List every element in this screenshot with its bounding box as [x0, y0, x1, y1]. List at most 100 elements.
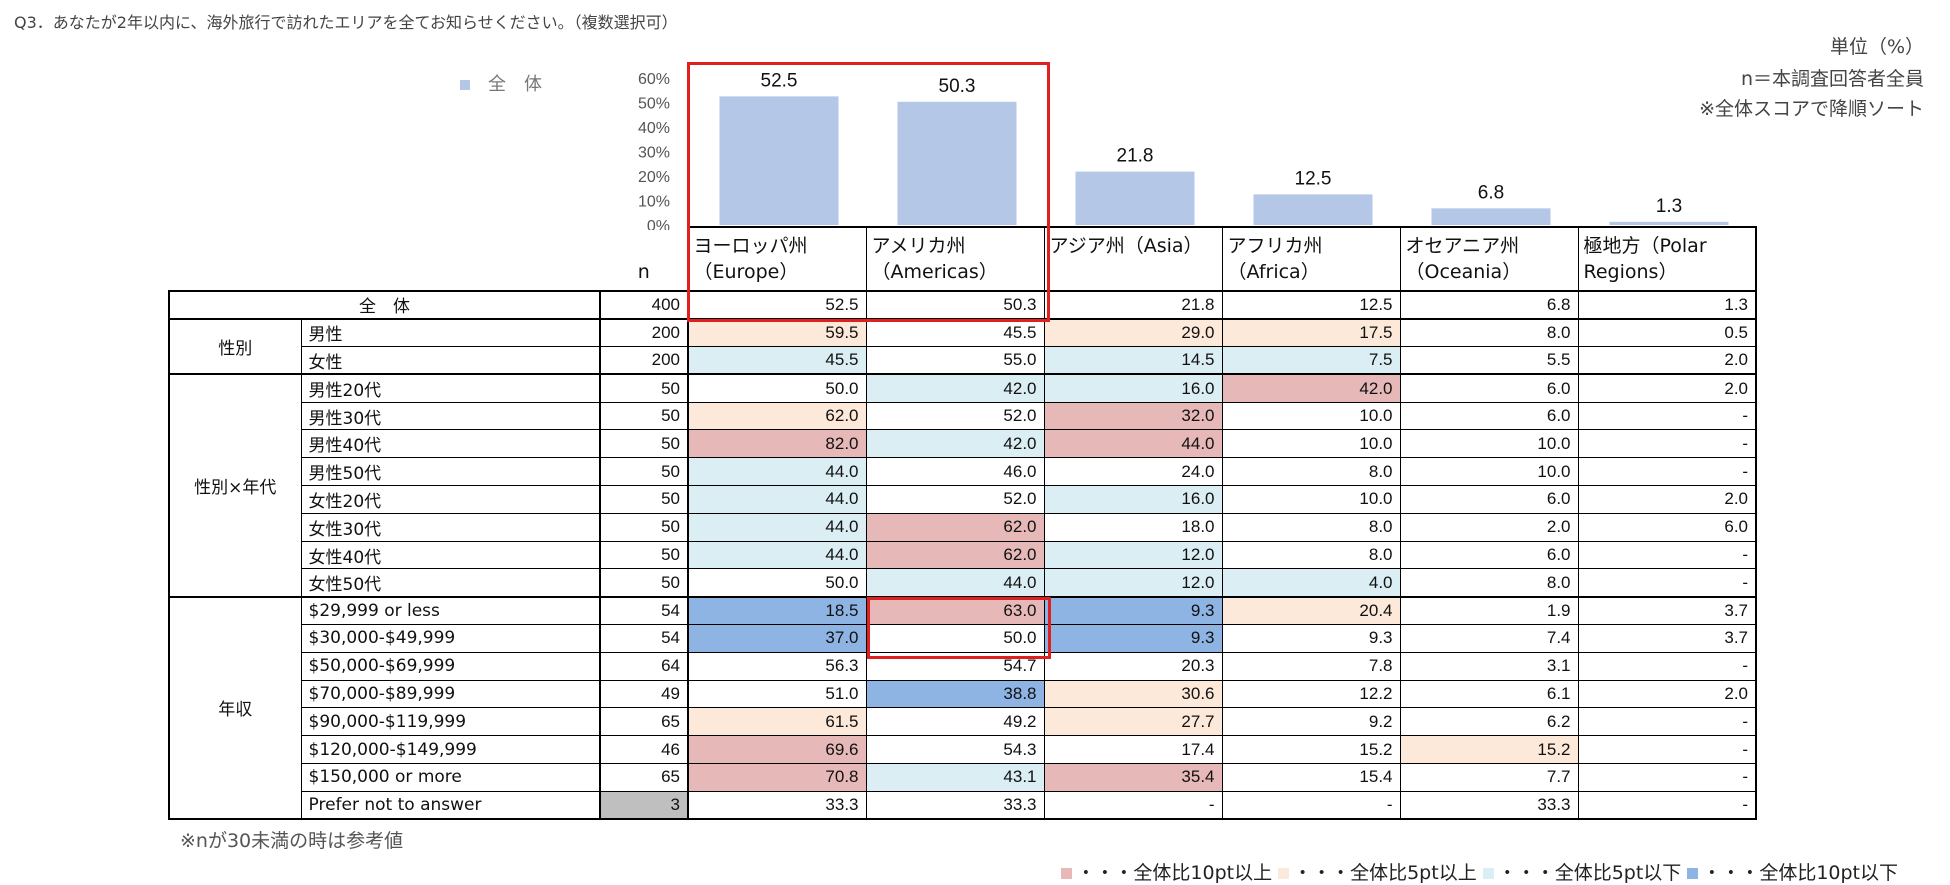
bar [1609, 221, 1729, 225]
column-header-line1: アジア州（Asia） [1049, 234, 1203, 257]
legend-item: ・・・全体比10pt以上 [1061, 862, 1272, 884]
crosstab-table: n ヨーロッパ州 （Europe） アメリカ州 （Americas） アジア州（Asia）… [168, 226, 1757, 821]
value-cell: 62.0 [687, 401, 867, 431]
n-cell: 64 [599, 651, 689, 681]
value-cell: 56.3 [687, 651, 867, 681]
bar-data-label: 52.5 [761, 70, 798, 91]
value-cell: 12.0 [1043, 540, 1223, 570]
value-cell: 5.5 [1399, 346, 1579, 375]
legend-series-label: 全 体 [488, 74, 542, 95]
n-cell: 50 [599, 568, 689, 598]
value-cell: - [1577, 763, 1757, 792]
value-cell: 35.4 [1043, 763, 1223, 792]
table-row: 男性30代 50 62.0 52.0 32.0 10.0 6.0- [169, 401, 1757, 431]
value-cell: 43.1 [865, 763, 1045, 792]
value-cell: 44.0 [687, 485, 867, 514]
value-cell: 10.0 [1221, 429, 1401, 459]
value-cell: 37.0 [687, 624, 867, 653]
value-cell: 10.0 [1221, 401, 1401, 431]
y-tick-label: 20% [638, 169, 670, 186]
legend-swatch [460, 80, 470, 90]
table-row: 女性 200 45.5 55.0 14.5 7.5 5.5 2.0 [169, 346, 1757, 375]
value-cell: - [1221, 790, 1401, 821]
row-label: $90,000-$119,999 [300, 707, 601, 737]
value-cell: 9.3 [1043, 595, 1223, 626]
column-header: アジア州（Asia） [1043, 226, 1223, 292]
value-cell: 6.0 [1399, 401, 1579, 431]
value-cell: 4.0 [1221, 568, 1401, 598]
value-cell: 8.0 [1399, 568, 1579, 598]
value-cell: 10.0 [1399, 429, 1579, 459]
table-row: 女性30代 50 44.0 62.0 18.0 8.0 2.0 6.0 [169, 512, 1757, 542]
legend-label: ・・・全体比10pt以上 [1076, 862, 1273, 884]
table-header-row: n ヨーロッパ州 （Europe） アメリカ州 （Americas） アジア州（Asia）… [169, 226, 1757, 292]
row-label: 女性50代 [300, 568, 601, 598]
bar-series: 52.5 50.3 21.8 12.5 6.8 1.3 [719, 70, 1729, 225]
value-cell: - [1577, 540, 1757, 570]
table-row: 性別×年代 男性20代 50 50.0 42.0 16.0 42.0 6.0 2.0 [168, 373, 1757, 598]
value-cell: 21.8 [1043, 290, 1223, 320]
row-label: 女性20代 [300, 485, 601, 514]
value-cell: 33.3 [687, 790, 867, 821]
legend-item: ・・・全体比10pt以下 [1687, 862, 1898, 884]
value-cell: 6.0 [1399, 485, 1579, 514]
n-cell: 50 [599, 373, 689, 403]
row-label: $29,999 or less [300, 595, 601, 626]
value-cell: 6.8 [1399, 290, 1579, 320]
table-row: $150,000 or more 65 70.8 43.1 35.4 15.4 7.7- [169, 763, 1757, 792]
column-header: ヨーロッパ州 （Europe） [687, 226, 867, 292]
value-cell: 82.0 [687, 429, 867, 459]
bar [719, 96, 839, 225]
row-label: 女性30代 [300, 512, 601, 542]
value-cell: 1.9 [1399, 595, 1579, 626]
value-cell: 50.0 [687, 568, 867, 598]
n-cell: 49 [599, 679, 689, 709]
value-cell: 17.4 [1043, 735, 1223, 765]
chart-legend: 全 体 [460, 70, 542, 96]
table-row: 男性50代 50 44.0 46.0 24.0 8.0 10.0- [169, 457, 1757, 487]
row-label: 男性50代 [300, 457, 601, 487]
base-note: n＝本調査回答者全員 [1740, 68, 1924, 90]
bar [1253, 194, 1373, 225]
value-cell: 7.8 [1221, 651, 1401, 681]
legend-swatch [1687, 868, 1699, 879]
value-cell: 45.5 [865, 317, 1045, 348]
column-header-line2: （Oceania） [1405, 261, 1522, 284]
value-cell: 49.2 [865, 707, 1045, 737]
row-label: 男性20代 [300, 373, 601, 403]
value-cell: 6.0 [1577, 512, 1757, 542]
n-cell: 50 [599, 540, 689, 570]
bar-chart: 0%10%20%30%40%50%60% 52.5 50.321.812.56.8… [638, 70, 1729, 230]
value-cell: 14.5 [1043, 346, 1223, 375]
value-cell: - [1577, 401, 1757, 431]
value-cell: 30.6 [1043, 679, 1223, 709]
n-cell: 3 [599, 790, 689, 821]
sort-note: ※全体スコアで降順ソート [1699, 98, 1924, 120]
y-tick-label: 40% [638, 120, 670, 137]
row-label: 女性40代 [300, 540, 601, 570]
value-cell: 12.5 [1221, 290, 1401, 320]
column-header: オセアニア州 （Oceania） [1399, 226, 1579, 292]
value-cell: 7.5 [1221, 346, 1401, 375]
column-header-line1: ヨーロッパ州 [693, 234, 808, 257]
bar-data-label: 12.5 [1295, 168, 1332, 189]
table-row: $90,000-$119,999 65 61.5 49.2 27.7 9.2 6.2- [169, 707, 1757, 737]
value-cell: - [1577, 790, 1757, 821]
color-legend: ・・・全体比10pt以上 ・・・全体比5pt以上 ・・・全体比5pt以下 ・・・全体比… [1055, 858, 1898, 885]
row-label: $70,000-$89,999 [300, 679, 601, 709]
bar [897, 101, 1017, 225]
column-header-line1: アフリカ州 [1227, 234, 1323, 257]
value-cell: 0.5 [1577, 317, 1757, 348]
n-cell: 50 [599, 429, 689, 459]
value-cell: 70.8 [687, 763, 867, 792]
value-cell: 15.4 [1221, 763, 1401, 792]
y-axis: 0%10%20%30%40%50%60% [638, 71, 670, 230]
value-cell: - [1577, 651, 1757, 681]
bar [1075, 171, 1195, 225]
group-label: 性別×年代 [168, 373, 302, 598]
value-cell: 44.0 [687, 457, 867, 487]
value-cell: 52.5 [687, 290, 867, 320]
column-header-line2: （Africa） [1227, 261, 1320, 284]
legend-label: ・・・全体比5pt以上 [1293, 862, 1477, 884]
table-row: 年収 $29,999 or less 54 18.5 63.0 9.3 20.4 1.9 3.7 [168, 595, 1757, 821]
